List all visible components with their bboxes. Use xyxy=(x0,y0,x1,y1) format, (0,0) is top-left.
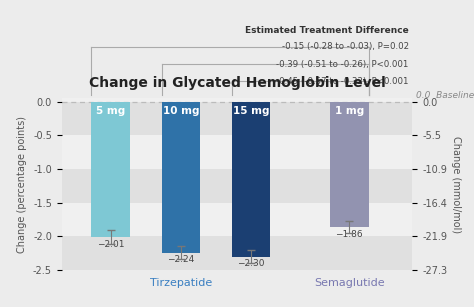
Text: 0.0  Baseline: 0.0 Baseline xyxy=(416,91,474,99)
Text: 1 mg: 1 mg xyxy=(335,106,364,116)
Text: −2.30: −2.30 xyxy=(237,259,265,268)
Bar xyxy=(62,169,412,203)
Text: Tirzepatide: Tirzepatide xyxy=(150,278,212,288)
Text: −2.24: −2.24 xyxy=(167,255,194,264)
Bar xyxy=(330,102,369,227)
Bar xyxy=(162,102,200,253)
Y-axis label: Change (percentage points): Change (percentage points) xyxy=(18,116,27,253)
Text: 10 mg: 10 mg xyxy=(163,106,199,116)
Title: Change in Glycated Hemoglobin Level: Change in Glycated Hemoglobin Level xyxy=(89,76,385,90)
Y-axis label: Change (mmol/mol): Change (mmol/mol) xyxy=(451,136,461,233)
Text: 5 mg: 5 mg xyxy=(96,106,125,116)
Bar xyxy=(62,236,412,270)
Text: Semaglutide: Semaglutide xyxy=(314,278,384,288)
Text: -0.39 (-0.51 to -0.26), P<0.001: -0.39 (-0.51 to -0.26), P<0.001 xyxy=(276,60,409,68)
Bar xyxy=(91,102,130,237)
Text: 15 mg: 15 mg xyxy=(233,106,269,116)
Bar xyxy=(62,203,412,236)
Bar xyxy=(62,102,412,135)
Text: −1.86: −1.86 xyxy=(336,230,363,239)
Text: Estimated Treatment Difference: Estimated Treatment Difference xyxy=(245,26,409,35)
Bar xyxy=(62,135,412,169)
Bar xyxy=(232,102,270,257)
Text: −2.01: −2.01 xyxy=(97,240,125,249)
Text: -0.15 (-0.28 to -0.03), P=0.02: -0.15 (-0.28 to -0.03), P=0.02 xyxy=(282,42,409,51)
Text: -0.45 (-0.57 to -0.32), P<0.001: -0.45 (-0.57 to -0.32), P<0.001 xyxy=(276,77,409,86)
